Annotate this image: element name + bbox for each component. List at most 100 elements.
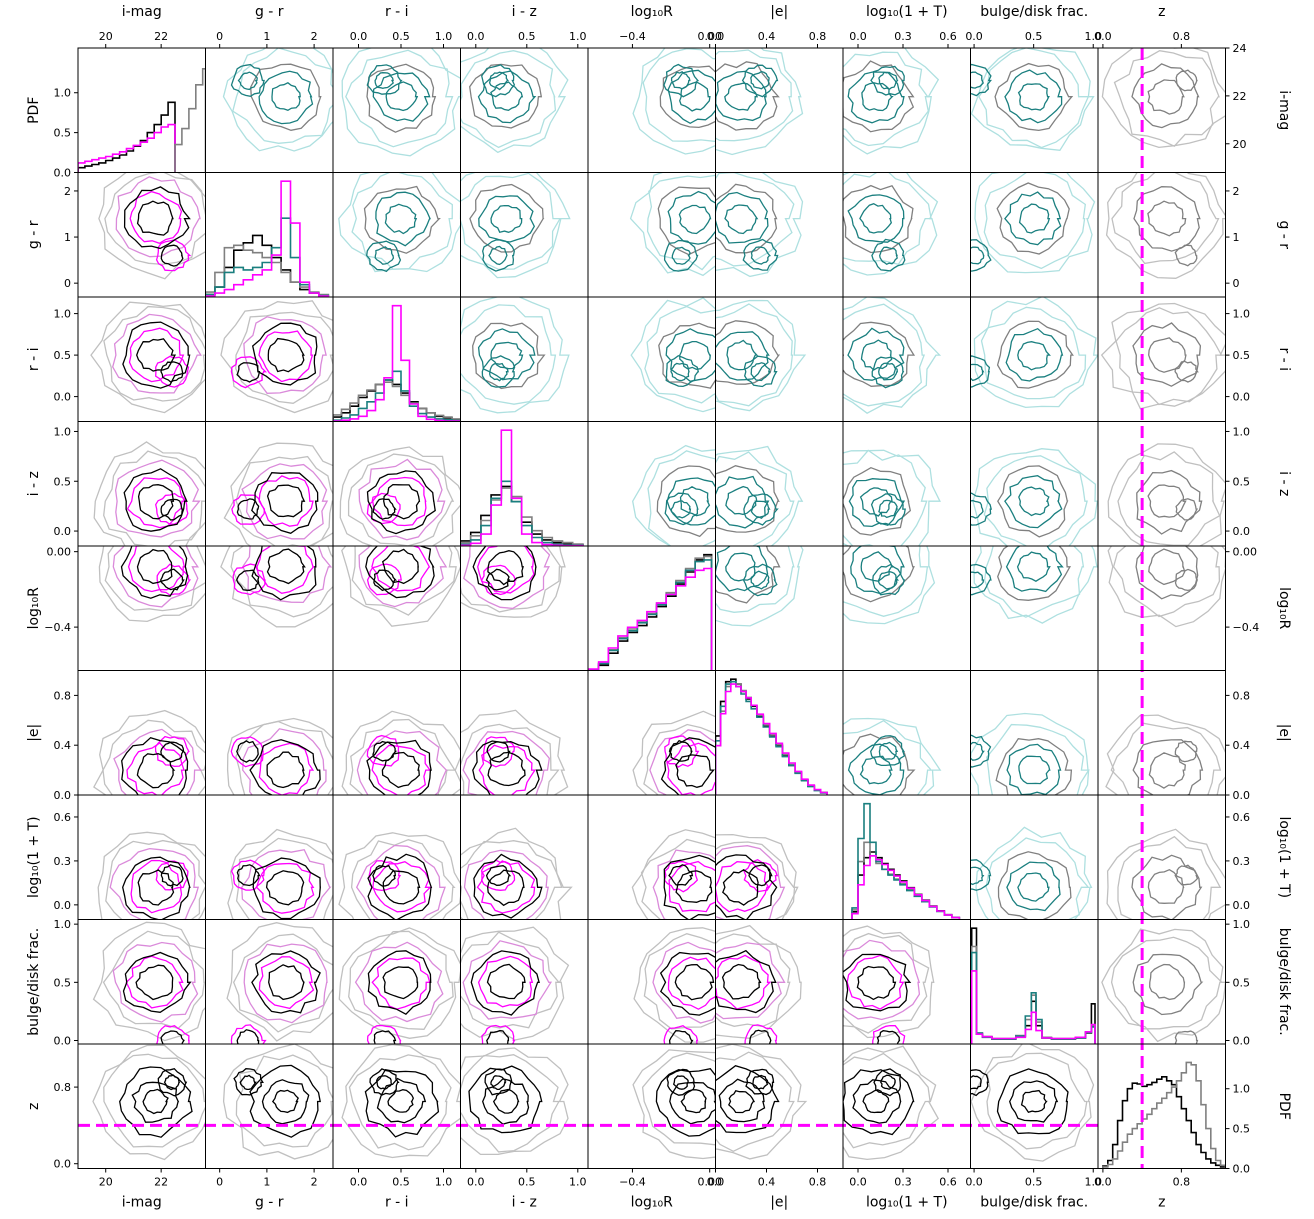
top-tick-label: 0.0: [965, 30, 983, 43]
contour-level: [1132, 322, 1202, 387]
contour-level: [675, 754, 716, 788]
contour-level: [715, 451, 795, 546]
left-axis-label: |e|: [26, 724, 42, 742]
contour-level: [843, 172, 939, 276]
right-tick-label: 0.8: [1233, 689, 1251, 702]
contour-level: [103, 305, 206, 402]
right-tick-label: 0.6: [1233, 811, 1251, 824]
contour-level: [970, 734, 992, 768]
contour-level: [482, 1078, 530, 1125]
contour-level: [460, 304, 557, 405]
contour-level: [271, 82, 301, 112]
contour-level: [226, 922, 333, 1042]
contour-level: [715, 861, 770, 913]
contour-panel-imag-e: [715, 48, 804, 156]
contour-level: [341, 710, 461, 795]
panel-frame: [587, 421, 716, 547]
contour-level: [632, 48, 716, 155]
left-tick-label: 0.0: [54, 1158, 72, 1171]
contour-panel-imag-z: [1101, 48, 1226, 149]
contour-level: [488, 71, 510, 91]
hist-series: [1102, 1076, 1226, 1169]
contour-level: [873, 1068, 902, 1097]
contour-level: [481, 1024, 516, 1044]
contour-level: [1147, 200, 1187, 237]
left-tick-label: −0.4: [44, 621, 71, 634]
contour-level: [468, 1065, 543, 1134]
contour-level: [647, 450, 716, 546]
contour-level: [481, 355, 516, 388]
contour-panel-z-bd: [970, 1044, 1095, 1162]
contour-level: [480, 859, 516, 891]
top-tick-label: 0.3: [894, 30, 912, 43]
contour-panel-logT-iz: [460, 827, 573, 920]
bottom-axis-label: log₁₀(1 + T): [866, 1195, 948, 1211]
contour-level: [725, 552, 756, 582]
contour-level: [660, 737, 716, 795]
contour-level: [1101, 928, 1226, 1043]
contour-level: [90, 301, 206, 414]
contour-level: [363, 185, 441, 254]
contour-level: [249, 1064, 321, 1138]
contour-level: [743, 858, 779, 893]
contour-level: [230, 1024, 267, 1044]
contour-level: [376, 1075, 393, 1090]
contour-level: [261, 1079, 310, 1125]
contour-level: [970, 71, 984, 89]
contour-level: [372, 476, 427, 527]
bottom-tick-label: 0.0: [707, 1176, 725, 1189]
top-tick-label: 0.8: [809, 30, 827, 43]
contour-panel-iz-bd: [970, 448, 1098, 546]
panel-frame: [970, 296, 1099, 422]
panel-frame: [587, 172, 716, 298]
panel-frame: [1097, 421, 1226, 547]
contour-panel-iz-e: [715, 445, 804, 546]
contour-level: [1110, 722, 1222, 795]
contour-level: [1174, 568, 1199, 592]
contour-level: [843, 466, 912, 536]
contour-level: [985, 837, 1090, 920]
contour-level: [375, 191, 431, 247]
panel-frame: [332, 172, 461, 298]
contour-level: [367, 853, 433, 920]
right-tick-label: 0.5: [1233, 349, 1251, 362]
contour-panel-ri-imag: [90, 301, 206, 414]
contour-level: [1106, 828, 1226, 920]
contour-level: [382, 966, 419, 1000]
left-axis-label: bulge/disk frac.: [26, 928, 42, 1036]
hist-panel-bd: [970, 927, 1096, 1044]
contour-level: [843, 60, 915, 133]
left-tick-label: 1.0: [54, 308, 72, 321]
right-axis-label: log₁₀R: [1276, 587, 1292, 630]
panel-frame: [842, 47, 971, 173]
contour-panel-logR-iz: [460, 546, 566, 618]
contour-level: [847, 71, 905, 124]
right-axis-label: bulge/disk frac.: [1276, 928, 1292, 1036]
contour-level: [230, 546, 333, 618]
right-tick-label: 0.0: [1233, 789, 1251, 802]
contour-panel-gr-logR: [629, 172, 716, 277]
left-axis-label: i - z: [26, 471, 42, 496]
contour-level: [715, 1044, 808, 1160]
contour-level: [679, 486, 711, 517]
top-tick-label: 0.0: [707, 30, 725, 43]
top-tick-label: 0.5: [392, 30, 410, 43]
bottom-tick-label: 0.0: [1094, 1176, 1112, 1189]
right-tick-label: 0.5: [1233, 976, 1251, 989]
contour-panel-gr-logT: [843, 172, 939, 276]
contour-panel-imag-bd: [970, 48, 1095, 151]
contour-level: [986, 723, 1090, 795]
contour-level: [878, 741, 899, 761]
contour-level: [846, 954, 905, 1010]
contour-level: [666, 477, 716, 526]
contour-level: [860, 339, 893, 371]
contour-level: [843, 297, 942, 414]
contour-level: [477, 546, 535, 594]
left-tick-label: 0.6: [54, 811, 72, 824]
contour-level: [122, 321, 191, 389]
contour-level: [1005, 327, 1064, 382]
panel-frame: [332, 545, 461, 671]
top-tick-label: 0.0: [1094, 30, 1112, 43]
left-tick-label: 0.3: [54, 855, 72, 868]
hist-series: [851, 851, 961, 920]
